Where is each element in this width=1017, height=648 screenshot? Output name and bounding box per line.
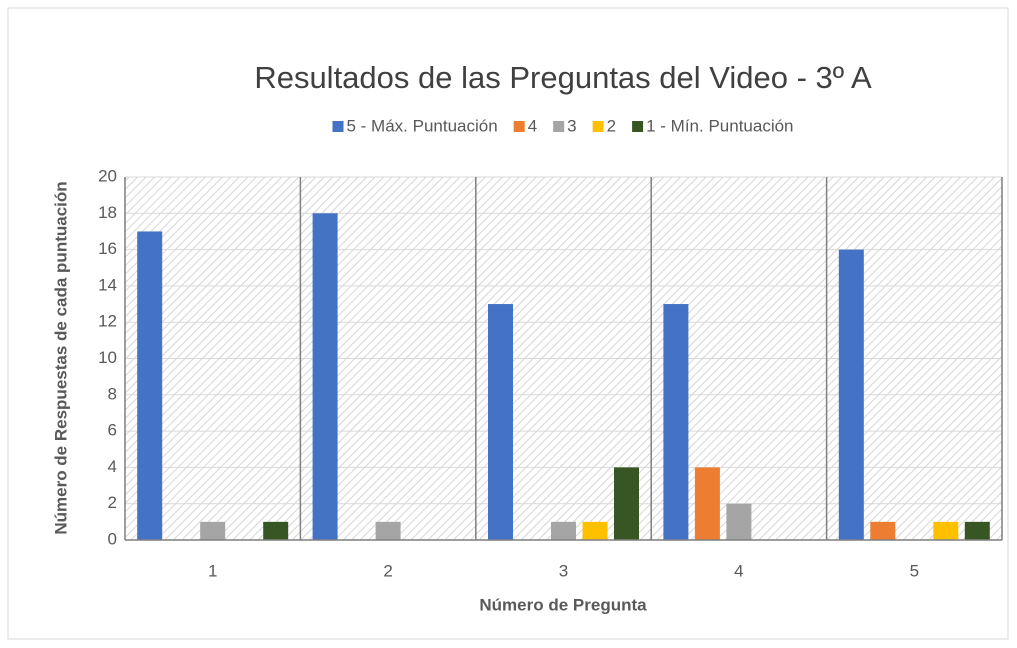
x-tick-label: 3: [559, 561, 568, 580]
y-tick-label: 14: [98, 275, 117, 294]
legend-swatch: [632, 121, 644, 132]
bar: [933, 521, 959, 540]
legend-swatch: [332, 121, 344, 132]
bar: [551, 521, 576, 540]
y-tick-label: 0: [108, 529, 117, 548]
bar: [694, 467, 720, 540]
bar: [137, 231, 163, 540]
bar: [614, 467, 639, 540]
legend-swatch: [553, 121, 565, 132]
legend-label: 5 - Máx. Puntuación: [346, 116, 497, 135]
legend-label: 3: [567, 116, 576, 135]
y-tick-label: 4: [108, 457, 117, 476]
legend-swatch: [592, 121, 604, 132]
bar: [375, 521, 401, 540]
y-tick-label: 6: [108, 421, 117, 440]
bar: [263, 521, 289, 540]
bar: [663, 304, 689, 540]
y-tick-label: 2: [108, 493, 117, 512]
y-tick-label: 20: [98, 166, 117, 185]
legend-label: 1 - Mín. Puntuación: [646, 116, 793, 135]
bar: [838, 249, 864, 540]
y-tick-label: 8: [108, 384, 117, 403]
y-axis-title: Número de Respuestas de cada puntuación: [51, 181, 70, 534]
bar: [726, 503, 752, 540]
chart-title: Resultados de las Preguntas del Video - …: [254, 60, 872, 95]
bar: [312, 213, 338, 541]
legend-label: 2: [607, 116, 616, 135]
bar: [488, 304, 513, 540]
bar: [200, 521, 226, 540]
x-axis-title: Número de Pregunta: [479, 595, 647, 614]
x-tick-label: 4: [734, 561, 743, 580]
bar: [870, 521, 896, 540]
bar: [964, 521, 990, 540]
y-tick-label: 16: [98, 239, 117, 258]
y-tick-label: 10: [98, 348, 117, 367]
x-tick-label: 2: [383, 561, 392, 580]
y-tick-label: 12: [98, 312, 117, 331]
bar: [582, 521, 608, 540]
legend-swatch: [513, 121, 525, 132]
x-tick-label: 5: [910, 561, 919, 580]
x-tick-label: 1: [208, 561, 217, 580]
legend-label: 4: [528, 116, 537, 135]
y-tick-label: 18: [98, 203, 117, 222]
